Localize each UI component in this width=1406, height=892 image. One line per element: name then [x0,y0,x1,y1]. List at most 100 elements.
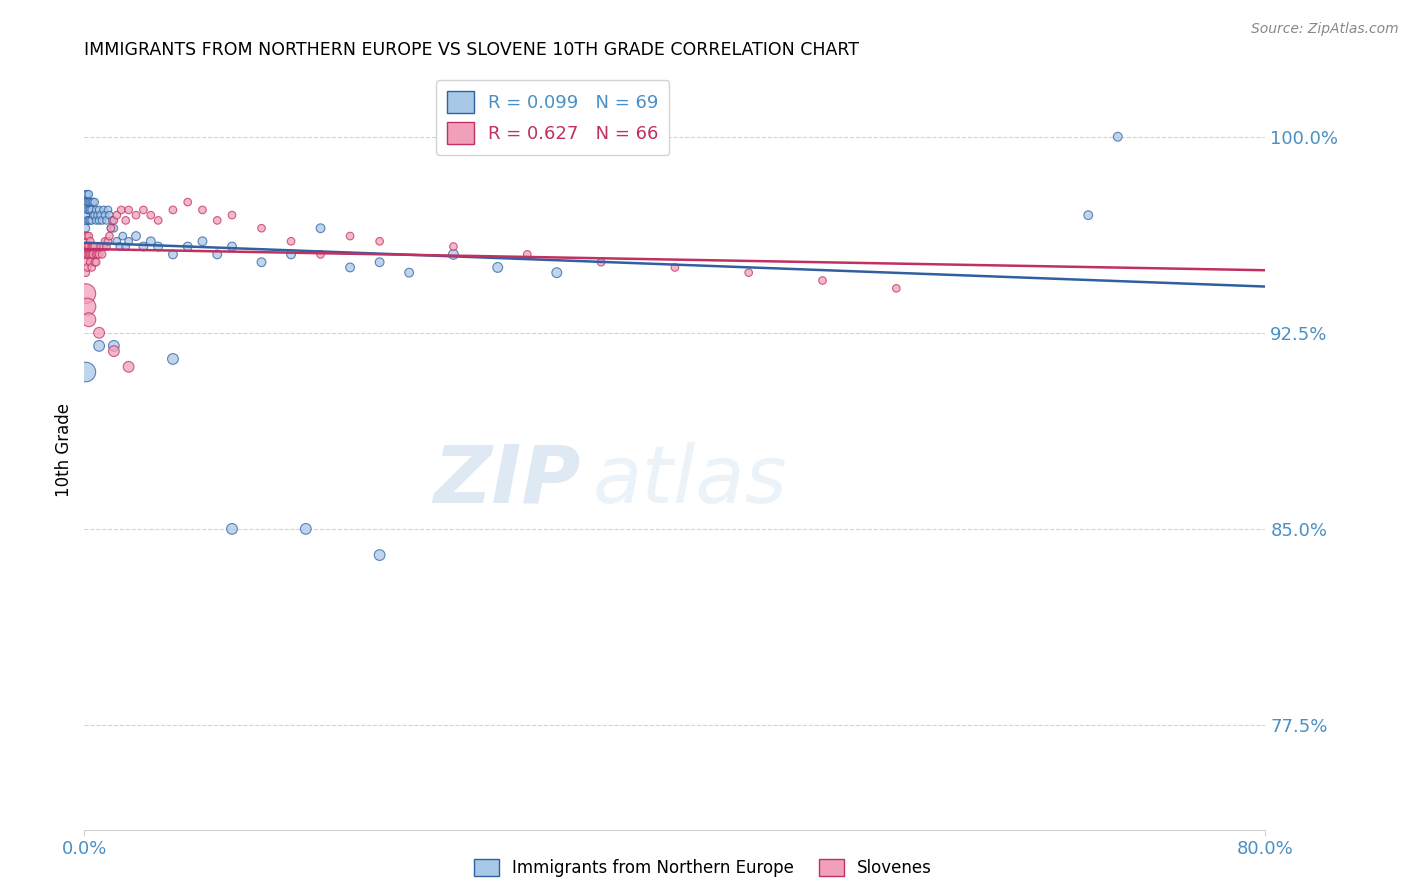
Point [75,255,97,269]
Point [91,247,114,261]
Point [80,202,103,217]
Point [280,247,302,261]
Point [148,213,170,227]
Point [105,208,128,222]
Point [139,208,162,222]
Point [87,213,111,227]
Point [83,255,105,269]
Point [75,195,97,210]
Point [309,247,332,261]
Point [84,247,107,261]
Point [75,229,97,244]
Point [77,202,100,217]
Y-axis label: 10th Grade: 10th Grade [55,403,73,498]
Point [516,247,538,261]
Point [148,239,170,253]
Point [295,522,318,536]
Point [94,235,117,249]
Point [75,187,97,202]
Point [80,247,103,261]
Legend: R = 0.099   N = 69, R = 0.627   N = 66: R = 0.099 N = 69, R = 0.627 N = 66 [436,80,669,155]
Point [94,208,117,222]
Point [82,208,104,222]
Point [76,300,98,314]
Point [84,255,107,269]
Point [125,229,148,244]
Point [177,239,200,253]
Point [77,312,100,326]
Point [103,213,125,227]
Point [77,187,100,202]
Point [221,208,243,222]
Point [93,239,115,253]
Point [103,339,125,353]
Point [80,239,103,253]
Point [75,286,97,301]
Point [443,247,465,261]
Point [79,235,101,249]
Point [664,260,686,275]
Point [886,281,908,295]
Point [77,247,100,261]
Point [177,195,200,210]
Point [76,239,98,253]
Point [101,213,124,227]
Point [191,235,214,249]
Point [398,266,420,280]
Point [98,208,121,222]
Point [75,221,97,235]
Point [1077,208,1099,222]
Point [114,213,136,227]
Point [82,239,104,253]
Point [83,195,105,210]
Point [591,255,613,269]
Point [207,213,229,227]
Point [87,326,111,340]
Point [132,239,155,253]
Point [80,213,103,227]
Point [76,202,98,217]
Point [79,213,101,227]
Point [111,229,134,244]
Point [76,213,98,227]
Point [76,195,98,210]
Point [339,260,361,275]
Point [368,548,391,562]
Point [162,202,184,217]
Point [76,229,98,244]
Point [811,273,834,287]
Point [97,202,120,217]
Point [75,208,97,222]
Point [368,255,391,269]
Point [1107,129,1129,144]
Point [108,239,131,253]
Point [87,339,111,353]
Point [250,255,273,269]
Point [84,202,107,217]
Point [96,213,118,227]
Point [98,229,121,244]
Point [84,213,107,227]
Point [309,221,332,235]
Point [82,247,104,261]
Point [79,255,101,269]
Point [76,260,98,275]
Point [83,208,105,222]
Point [87,247,111,261]
Point [75,365,97,379]
Point [82,195,104,210]
Text: IMMIGRANTS FROM NORTHERN EUROPE VS SLOVENE 10TH GRADE CORRELATION CHART: IMMIGRANTS FROM NORTHERN EUROPE VS SLOVE… [84,41,859,59]
Text: ZIP: ZIP [433,442,581,520]
Point [162,351,184,366]
Point [90,239,112,253]
Point [103,344,125,359]
Point [80,260,103,275]
Point [110,202,132,217]
Point [118,359,141,374]
Text: atlas: atlas [592,442,787,520]
Legend: Immigrants from Northern Europe, Slovenes: Immigrants from Northern Europe, Slovene… [467,852,939,884]
Point [75,247,97,261]
Point [79,195,101,210]
Point [90,208,112,222]
Point [77,213,100,227]
